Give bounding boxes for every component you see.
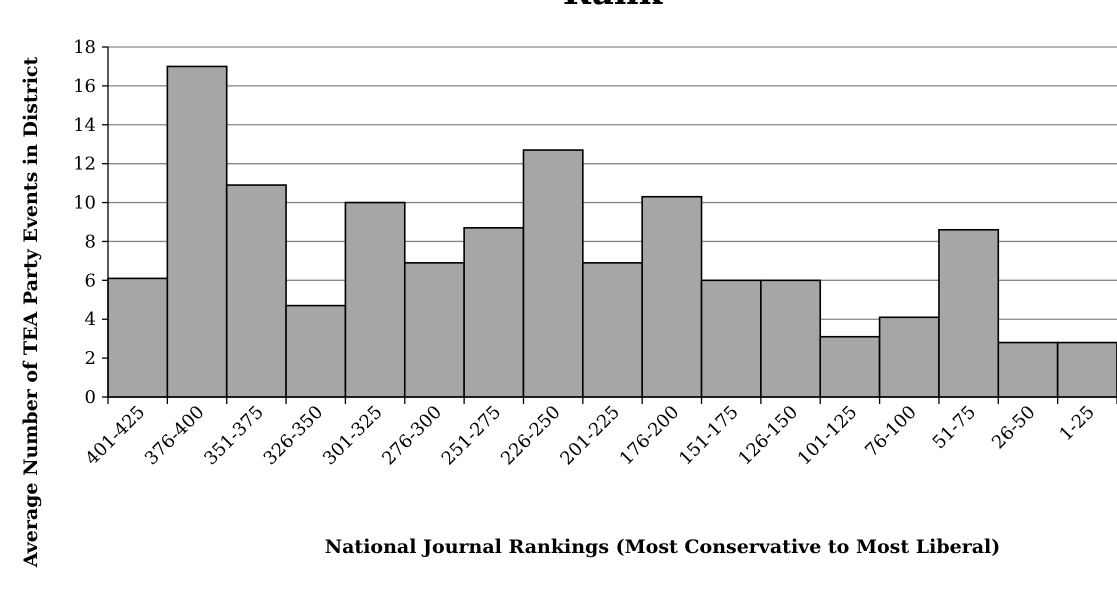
x-tick-label: 101-125 — [794, 402, 862, 470]
bars — [107, 65, 1117, 398]
bar-51-75 — [938, 228, 1000, 398]
y-tick-label: 16 — [73, 76, 96, 97]
bar-376-400 — [166, 65, 228, 398]
x-tick-label: 251-275 — [438, 402, 506, 470]
x-tick-label: 351-375 — [200, 402, 268, 470]
bar-301-325 — [344, 201, 406, 398]
bar-1-25 — [1056, 341, 1117, 398]
y-tick-label: 4 — [85, 309, 96, 330]
y-tick-label: 10 — [73, 193, 96, 214]
bar-326-350 — [285, 304, 347, 398]
x-tick-label: 126-150 — [734, 402, 802, 470]
bar-126-150 — [760, 279, 822, 398]
x-tick-label: 76-100 — [861, 402, 921, 462]
x-tick-label: 51-75 — [929, 402, 981, 454]
bar-151-175 — [700, 279, 762, 398]
x-tick-label: 201-225 — [556, 402, 624, 470]
y-axis-label: Average Number of TEA Party Events in Di… — [20, 56, 42, 568]
y-tick-label: 12 — [73, 154, 96, 175]
bar-251-275 — [463, 227, 525, 398]
x-tick-label: 401-425 — [81, 402, 149, 470]
bar-401-425 — [107, 277, 169, 398]
x-axis-label: National Journal Rankings (Most Conserva… — [325, 536, 1001, 558]
x-tick-label: 151-175 — [675, 402, 743, 470]
bar-76-100 — [878, 316, 940, 398]
y-tick-labels: 0 2 4 6 8 10 12 14 16 18 — [73, 37, 96, 408]
y-tick-label: 6 — [85, 270, 96, 291]
x-tick-label: 1-25 — [1055, 402, 1098, 445]
bar-351-375 — [225, 184, 287, 398]
x-tick-label: 26-50 — [988, 402, 1040, 454]
x-tick-label: 376-400 — [141, 402, 209, 470]
x-tick-label: 301-325 — [319, 402, 387, 470]
y-tick-label: 0 — [85, 387, 96, 408]
y-tick-label: 8 — [85, 231, 96, 252]
bar-276-300 — [403, 262, 465, 398]
x-tick-label: 176-200 — [616, 402, 684, 470]
bar-26-50 — [997, 341, 1059, 398]
axes — [102, 46, 1117, 404]
y-tick-label: 18 — [73, 37, 96, 58]
chart-title: Rank — [563, 0, 664, 13]
bar-101-125 — [819, 335, 881, 398]
y-tick-label: 2 — [85, 348, 96, 369]
x-tick-label: 326-350 — [260, 402, 328, 470]
y-tick-label: 14 — [73, 115, 96, 136]
x-tick-labels: 401-425376-400351-375326-350301-325276-3… — [81, 402, 1098, 470]
x-tick-label: 276-300 — [378, 402, 446, 470]
bar-226-250 — [522, 149, 584, 398]
x-tick-label: 226-250 — [497, 402, 565, 470]
bar-201-225 — [582, 262, 643, 398]
bar-176-200 — [641, 195, 703, 398]
